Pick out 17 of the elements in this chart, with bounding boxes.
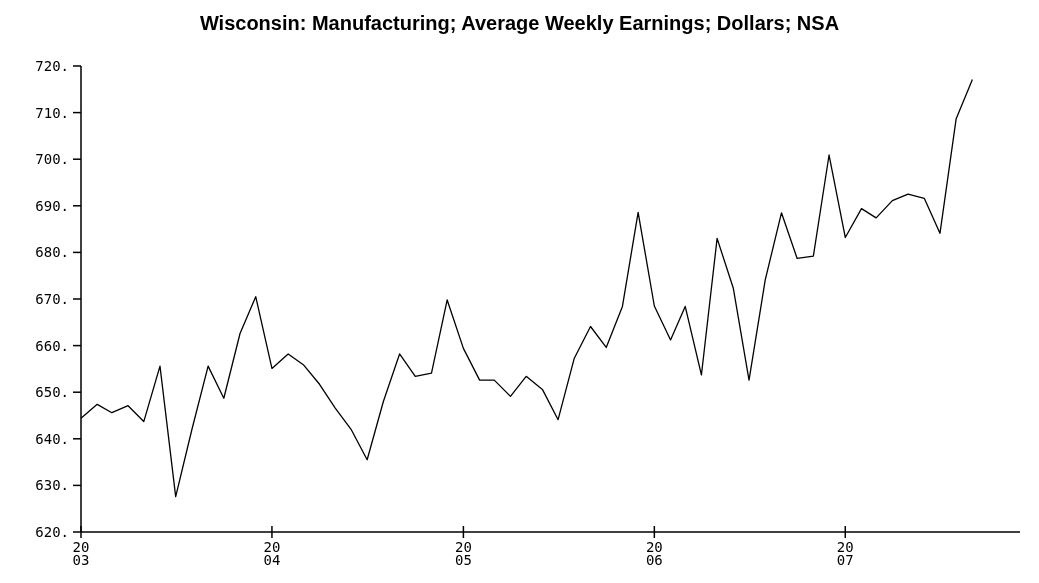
y-tick-label: 680. — [35, 244, 69, 261]
chart-title: Wisconsin: Manufacturing; Average Weekly Earnings; Dollars; NSA — [199, 12, 840, 34]
y-tick-label: 640. — [35, 430, 69, 447]
x-tick-label: 20 03 — [72, 539, 90, 568]
y-tick-label: 620. — [35, 524, 69, 540]
x-tick-label: 20 05 — [454, 539, 472, 568]
x-tick-label: 20 07 — [836, 539, 854, 568]
y-tick-label: 670. — [35, 291, 69, 307]
x-tick-label: 20 04 — [263, 539, 281, 568]
y-tick-label: 630. — [35, 477, 69, 494]
y-tick-label: 660. — [35, 337, 69, 354]
y-tick-label: 720. — [35, 58, 69, 74]
x-tick-label: 20 06 — [645, 539, 663, 568]
y-tick-label: 700. — [35, 151, 69, 168]
y-tick-label: 650. — [35, 384, 69, 401]
y-tick-label: 690. — [35, 197, 69, 214]
y-tick-label: 710. — [35, 104, 69, 121]
